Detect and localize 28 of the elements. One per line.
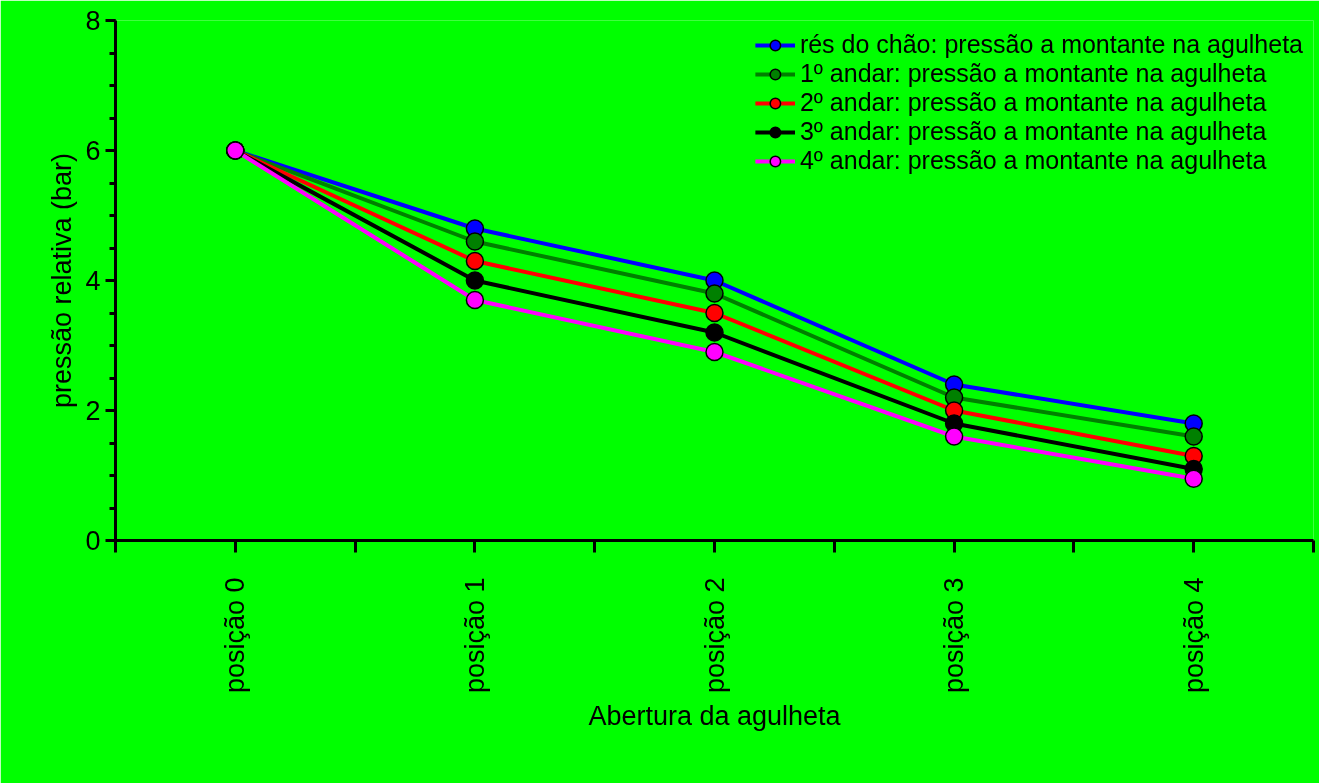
point (1184, 427, 1203, 446)
y-tick-label: 4 (85, 266, 101, 296)
y-tick-label: 8 (85, 6, 101, 36)
point (465, 271, 485, 290)
point (944, 427, 964, 446)
x-tick-label: posição 1 (459, 577, 490, 694)
legend-label: 4º andar: pressão a montante na agulheta (799, 146, 1267, 175)
y-tick-label: 6 (85, 136, 101, 166)
legend-label: rés do chão: pressão a montante na agulheta (799, 30, 1303, 59)
point (465, 290, 485, 310)
y-tick-label: 0 (85, 526, 101, 556)
legend-label: 3º andar: pressão a montante na agulheta (799, 117, 1267, 146)
point (465, 232, 485, 251)
y-tick-label: 2 (85, 396, 101, 426)
point (705, 303, 724, 323)
x-tick-label: posição 2 (699, 577, 730, 694)
point (705, 323, 724, 342)
point (705, 284, 724, 303)
point (1184, 469, 1203, 488)
y-axis-title: pressão relativa (bar) (47, 152, 78, 409)
x-tick-label: posição 4 (1178, 577, 1209, 694)
legend-label: 1º andar: pressão a montante na agulheta (799, 59, 1267, 88)
x-axis-title: Abertura da agulheta (588, 701, 842, 732)
legend-label: 2º andar: pressão a montante na agulheta (799, 88, 1267, 117)
point (705, 342, 724, 362)
x-tick-label: posição 0 (220, 577, 251, 694)
point (465, 251, 485, 271)
x-tick-label: posição 3 (939, 577, 970, 694)
